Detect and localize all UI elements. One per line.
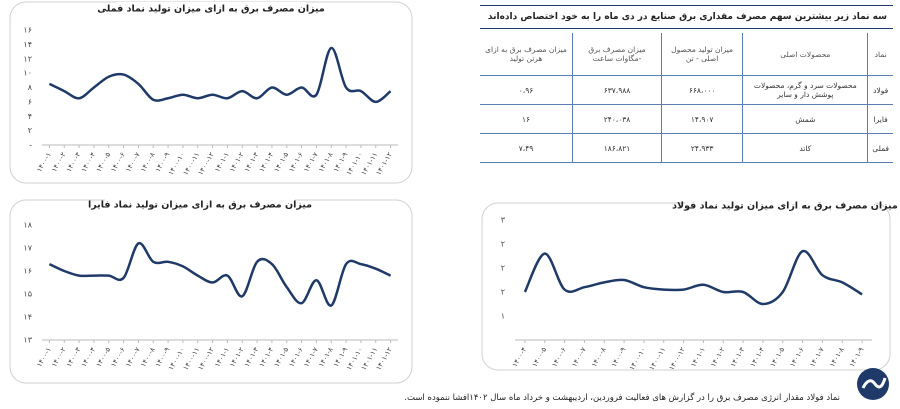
series-line bbox=[523, 249, 863, 306]
table-cell: ۲۴۰،۰۳۸ bbox=[572, 104, 662, 134]
x-tick-label: ۱۴۰۱-۶ bbox=[788, 346, 806, 369]
y-tick-label: ۲ bbox=[501, 288, 505, 297]
table-row: فایرا شمش ۱۴،۹۰۷ ۲۴۰،۰۳۸ ۱۶ bbox=[480, 104, 893, 134]
header-cell: میزان مصرف برق به ازای هرتن تولید bbox=[480, 33, 573, 76]
x-tick-label: ۱۴۰۱-۸ bbox=[828, 346, 846, 369]
x-tick-label: ۱۴۰۱-۳ bbox=[729, 346, 747, 369]
y-tick-label: ۱۸ bbox=[23, 221, 32, 230]
header-cell: نماد bbox=[867, 33, 893, 76]
title-backdrop bbox=[685, 199, 875, 213]
table-cell: ۷،۴۹ bbox=[480, 133, 573, 163]
series-line bbox=[48, 46, 392, 104]
y-tick-label: ۴ bbox=[28, 112, 32, 121]
y-tick-label: ۱۷ bbox=[23, 244, 32, 253]
y-tick-label: ۱۲ bbox=[23, 54, 32, 63]
y-tick-label: ۱۶ bbox=[23, 267, 32, 276]
logo bbox=[857, 368, 889, 400]
x-tick-label: ۱۴۰۱-۴ bbox=[749, 346, 767, 369]
x-tick-label: ۱۴۰۰-۱۰ bbox=[628, 346, 647, 372]
logo-mark bbox=[861, 377, 887, 389]
x-tick-label: ۱۴۰۱-۷ bbox=[808, 346, 826, 369]
table-cell: کاتد bbox=[742, 133, 868, 163]
x-tick-label: ۱۴۰۰-۸ bbox=[590, 346, 608, 369]
y-tick-label: ۲ bbox=[501, 240, 505, 249]
x-tick-label: ۱۴۰۱-۵ bbox=[769, 346, 787, 369]
table-cell: ۶۳۷،۹۸۸ bbox=[572, 75, 662, 105]
header-cell: محصولات اصلی bbox=[742, 33, 868, 76]
table-cell: فایرا bbox=[867, 104, 893, 134]
y-tick-label: ۲ bbox=[28, 126, 32, 135]
y-tick-label: - bbox=[29, 141, 32, 150]
chart-title: میزان مصرف برق به ازای میزان تولید نماد … bbox=[88, 200, 312, 211]
x-tick-label: ۱۴۰۱-۱ bbox=[689, 346, 707, 368]
title-backdrop bbox=[105, 198, 295, 212]
table-cell: فولاد bbox=[867, 75, 893, 105]
x-tick-label: ۱۴۰۱-۲ bbox=[709, 346, 727, 369]
chart-frame bbox=[481, 202, 891, 371]
header-cell: میزان مصرف برق -مگاوات ساعت bbox=[572, 33, 662, 76]
table-cell: ۰،۹۶ bbox=[480, 75, 573, 105]
y-tick-label: ۱۶ bbox=[23, 26, 32, 35]
y-tick-label: ۶ bbox=[28, 97, 32, 106]
table-cell: ۲۴،۹۳۳ bbox=[660, 133, 743, 163]
y-tick-label: ۲ bbox=[501, 264, 505, 273]
y-tick-label: ۸ bbox=[28, 83, 33, 92]
series-line bbox=[48, 242, 392, 307]
logo-circle bbox=[857, 368, 889, 400]
table-cell: شمش bbox=[742, 104, 868, 134]
footer-note: نماد فولاد مقدار انرژی مصرف برق را در گز… bbox=[404, 393, 840, 403]
table-title: سه نماد زیر بیشترین سهم مصرف مقداری برق … bbox=[480, 5, 893, 29]
x-tick-label: ۱۴۰۰-۵ bbox=[531, 346, 549, 369]
y-tick-label: ۳ bbox=[501, 216, 506, 225]
table-cell: ۶۶۸،۰۰۰ bbox=[660, 75, 743, 105]
y-tick-label: ۱۴ bbox=[23, 313, 32, 322]
table-cell: فملی bbox=[867, 133, 893, 163]
y-tick-label: ۱۳ bbox=[23, 336, 32, 345]
table-cell: ۱۸۶،۸۲۱ bbox=[572, 133, 662, 163]
y-tick-label: ۱۵ bbox=[23, 290, 32, 299]
table-cell: ۱۶ bbox=[480, 104, 573, 134]
table-cell: محصولات سرد و گرم، محصولات پوشش دار و سا… bbox=[742, 75, 868, 105]
title-backdrop bbox=[116, 2, 306, 16]
table-row: فملی کاتد ۲۴،۹۳۳ ۱۸۶،۸۲۱ ۷،۴۹ bbox=[480, 133, 893, 163]
chart-title: میزان مصرف برق به ازای میزان تولید نماد … bbox=[672, 201, 898, 212]
y-tick-label: ۱۰ bbox=[23, 69, 32, 78]
table: سه نماد زیر بیشترین سهم مصرف مقداری برق … bbox=[480, 5, 893, 163]
table-cell: ۱۴،۹۰۷ bbox=[660, 104, 743, 134]
x-tick-label: ۱۴۰۰-۱۱ bbox=[648, 346, 667, 372]
chart-title: میزان مصرف برق به ازای میزان تولید نماد … bbox=[97, 4, 325, 15]
header-row: نماد محصولات اصلی میزان تولید محصول اصلی -… bbox=[480, 33, 893, 76]
table-row: فولاد محصولات سرد و گرم، محصولات پوشش دار… bbox=[480, 75, 893, 105]
y-tick-label: ۱۴ bbox=[23, 40, 32, 49]
x-tick-label: ۱۴۰۰-۱۲ bbox=[668, 346, 688, 372]
x-tick-label: ۱۴۰۰-۴ bbox=[511, 346, 529, 369]
x-tick-label: ۱۴۰۰-۶ bbox=[550, 346, 568, 369]
header-cell: میزان تولید محصول اصلی - تن bbox=[660, 33, 743, 76]
table-body: فولاد محصولات سرد و گرم، محصولات پوشش دار… bbox=[480, 75, 893, 163]
x-tick-label: ۱۴۰۰-۹ bbox=[610, 346, 628, 369]
x-tick-label: ۱۴۰۰-۷ bbox=[570, 346, 588, 369]
data-table: نماد محصولات اصلی میزان تولید محصول اصلی -… bbox=[480, 33, 893, 163]
y-tick-label: ۱ bbox=[501, 312, 505, 321]
